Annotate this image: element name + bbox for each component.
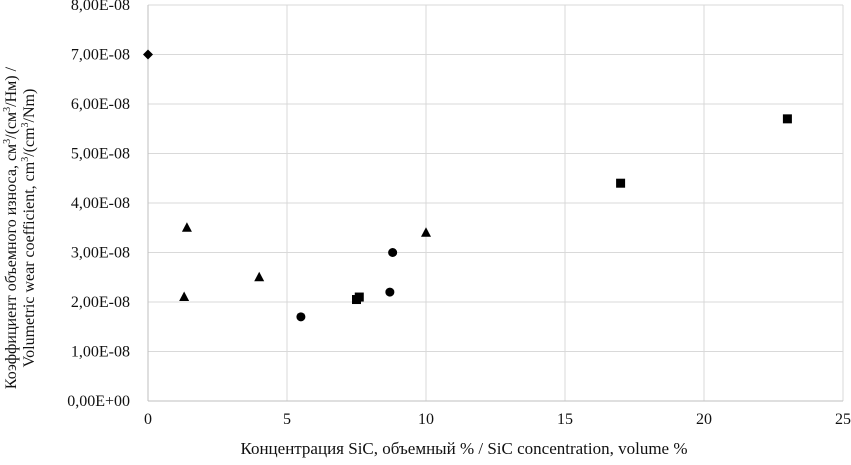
data-point-triangle [421, 227, 431, 237]
y-axis-title-line-2: Volumetric wear coefficient, cm3/(cm3/Nm… [20, 89, 38, 368]
x-tick-label: 25 [835, 411, 851, 428]
data-point-square [616, 178, 626, 188]
x-axis-title: Концентрация SiC, объемный % / SiC conce… [240, 439, 687, 458]
data-point-circle [388, 248, 398, 257]
y-tick-label: 5,00E-08 [71, 146, 130, 163]
y-tick-label: 8,00E-08 [71, 0, 130, 14]
data-point-circle [385, 287, 395, 297]
x-tick-label: 10 [418, 411, 434, 428]
data-point-circle [296, 312, 306, 322]
axes [147, 5, 843, 402]
y-tick-label: 7,00E-08 [71, 47, 130, 64]
data-point-square [782, 114, 792, 124]
gridlines [148, 4, 844, 401]
data-point-triangle [181, 222, 192, 232]
x-tick-label: 20 [696, 411, 712, 428]
data-points [143, 49, 792, 322]
y-tick-label: 6,00E-08 [71, 96, 130, 113]
y-axis-title-line-1: Коэффициент объемного износа, см3/(см3/Н… [2, 66, 20, 389]
y-tick-label: 4,00E-08 [71, 195, 130, 212]
y-tick-label: 3,00E-08 [71, 245, 130, 262]
data-point-triangle [179, 291, 190, 302]
y-tick-label: 1,00E-08 [71, 344, 130, 361]
y-tick-label: 2,00E-08 [71, 294, 130, 311]
y-tick-label: 0,00E+00 [67, 393, 130, 410]
tick-labels: 0,00E+00 1,00E-08 2,00E-08 3,00E-08 4,00E-08… [67, 0, 851, 428]
data-point-triangle [254, 271, 265, 282]
data-point-square [354, 292, 364, 302]
x-tick-label: 5 [283, 411, 291, 428]
x-tick-label: 0 [144, 411, 152, 428]
y-axis-title: Коэффициент объемного износа, см3/(см3/Н… [2, 66, 38, 389]
data-point-diamond [143, 49, 153, 60]
x-tick-label: 15 [557, 411, 573, 428]
